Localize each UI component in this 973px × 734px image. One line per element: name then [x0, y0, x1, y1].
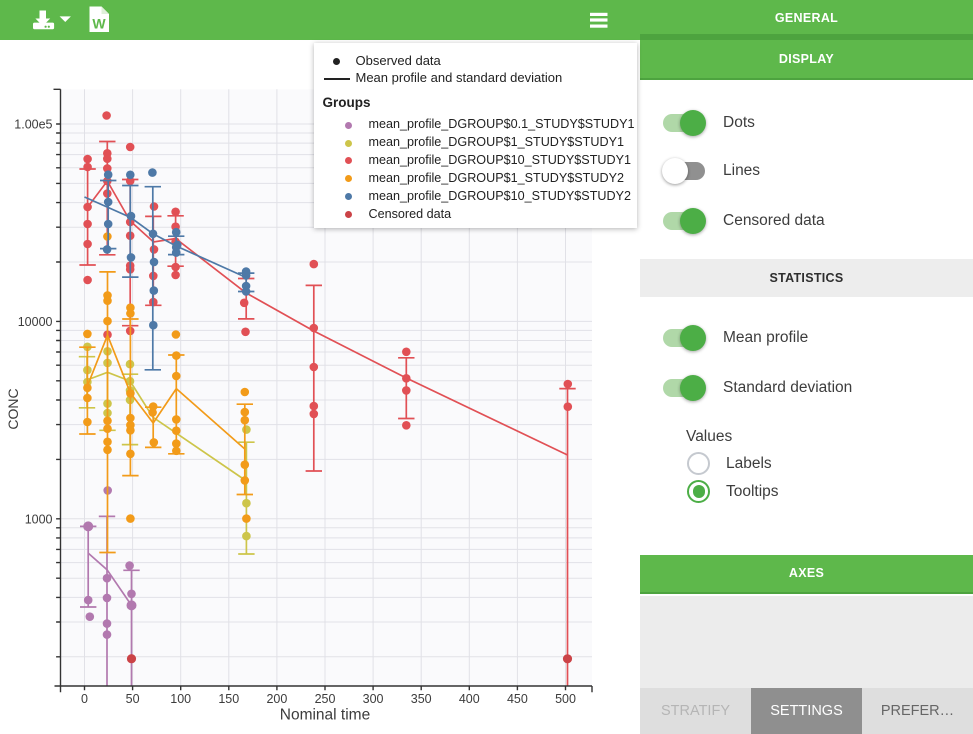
svg-text:400: 400	[459, 692, 480, 706]
svg-text:100: 100	[170, 692, 191, 706]
svg-text:500: 500	[555, 692, 576, 706]
svg-text:1.00e5: 1.00e5	[14, 118, 52, 132]
svg-text:200: 200	[266, 692, 287, 706]
svg-text:300: 300	[363, 692, 384, 706]
svg-text:250: 250	[315, 692, 336, 706]
svg-text:350: 350	[411, 692, 432, 706]
svg-text:W: W	[92, 16, 106, 32]
svg-text:CONC: CONC	[5, 388, 21, 429]
svg-text:10000: 10000	[18, 315, 53, 329]
svg-text:450: 450	[507, 692, 528, 706]
svg-text:Nominal time: Nominal time	[280, 707, 370, 724]
svg-text:1000: 1000	[25, 512, 53, 526]
svg-text:50: 50	[126, 692, 140, 706]
svg-text:0: 0	[81, 692, 88, 706]
svg-text:150: 150	[218, 692, 239, 706]
